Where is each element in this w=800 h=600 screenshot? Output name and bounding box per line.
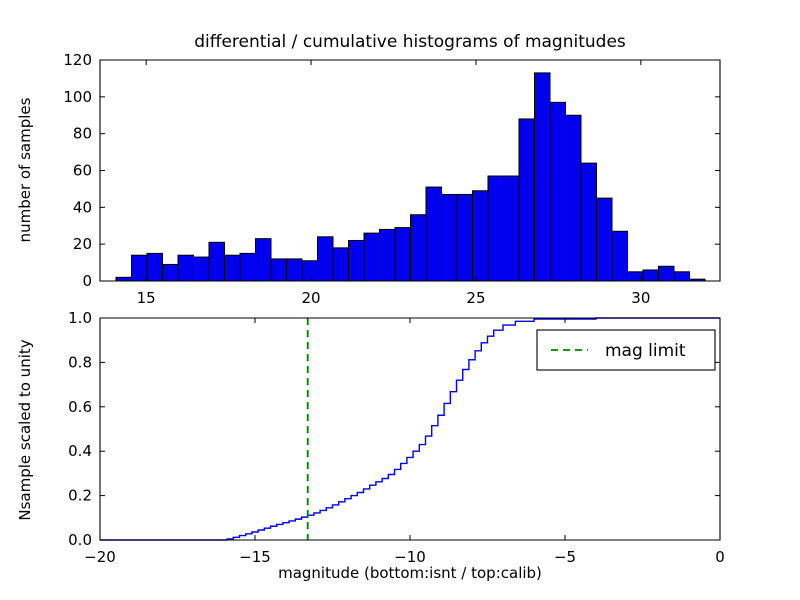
- top-x-tick-label: 20: [302, 289, 321, 307]
- histogram-bar: [193, 257, 209, 281]
- histogram-bar: [379, 229, 395, 281]
- top-x-tick-label: 25: [466, 289, 485, 307]
- histogram-bar: [658, 266, 674, 281]
- bottom-y-tick-label: 0.0: [68, 531, 92, 549]
- top-y-tick-label: 20: [73, 235, 92, 253]
- x-axis-label: magnitude (bottom:isnt / top:calib): [278, 564, 542, 582]
- histogram-bar: [457, 194, 473, 281]
- histogram-bar: [519, 119, 535, 281]
- histogram-bar: [317, 237, 333, 281]
- top-y-tick-label: 80: [73, 125, 92, 143]
- matplotlib-figure: differential / cumulative histograms of …: [0, 0, 800, 600]
- chart-title: differential / cumulative histograms of …: [194, 32, 626, 52]
- histogram-bar: [410, 215, 426, 281]
- top-y-tick-label: 60: [73, 162, 92, 180]
- bottom-x-tick-label: −15: [239, 548, 271, 566]
- histogram-bar: [581, 163, 597, 281]
- histogram-bar: [131, 255, 147, 281]
- bottom-y-tick-label: 0.8: [68, 353, 92, 371]
- histogram-bar: [565, 115, 581, 281]
- top-y-tick-label: 120: [63, 51, 92, 69]
- histogram-bar: [255, 239, 270, 281]
- histogram-bar: [240, 253, 256, 281]
- histogram-bar: [364, 233, 380, 281]
- histogram-bar: [612, 231, 628, 281]
- histogram-bar: [116, 277, 131, 281]
- top-x-tick-label: 30: [631, 289, 650, 307]
- bottom-y-tick-label: 0.4: [68, 442, 92, 460]
- top-panel: differential / cumulative histograms of …: [16, 32, 720, 307]
- top-y-tick-label: 0: [82, 272, 92, 290]
- histogram-bar: [674, 272, 690, 281]
- histogram-bar: [333, 248, 349, 281]
- histogram-bar: [488, 176, 504, 281]
- histogram-bar: [162, 264, 178, 281]
- histogram-bar: [534, 73, 550, 281]
- top-y-axis-label: number of samples: [16, 97, 34, 242]
- histogram-bar: [643, 270, 659, 281]
- histogram-bar: [596, 198, 612, 281]
- histogram-bar: [178, 255, 194, 281]
- figure-canvas: differential / cumulative histograms of …: [0, 0, 800, 600]
- histogram-bar: [426, 187, 442, 281]
- histogram-bar: [286, 259, 302, 281]
- histogram-bar: [348, 240, 364, 281]
- histogram-bar: [302, 261, 318, 281]
- histogram-bar: [209, 242, 225, 281]
- legend[interactable]: mag limit: [537, 330, 715, 370]
- top-y-tick-label: 100: [63, 88, 92, 106]
- histogram-bar: [147, 253, 163, 281]
- histogram-bar: [472, 191, 488, 281]
- top-x-tick-label: 15: [137, 289, 156, 307]
- bottom-y-tick-label: 0.6: [68, 398, 92, 416]
- histogram-bar: [441, 194, 457, 281]
- histogram-bar: [395, 228, 411, 281]
- histogram-bar: [503, 176, 519, 281]
- histogram-bar: [224, 255, 240, 281]
- bottom-y-tick-label: 1.0: [68, 309, 92, 327]
- histogram-bar: [550, 102, 566, 281]
- bottom-x-tick-label: −5: [554, 548, 576, 566]
- bottom-y-tick-label: 0.2: [68, 487, 92, 505]
- bottom-y-axis-label: Nsample scaled to unity: [16, 339, 34, 520]
- bottom-x-tick-label: 0: [715, 548, 725, 566]
- top-y-tick-label: 40: [73, 198, 92, 216]
- legend-label-mag-limit: mag limit: [605, 341, 686, 361]
- bottom-x-tick-label: −20: [84, 548, 116, 566]
- histogram-bar: [271, 259, 287, 281]
